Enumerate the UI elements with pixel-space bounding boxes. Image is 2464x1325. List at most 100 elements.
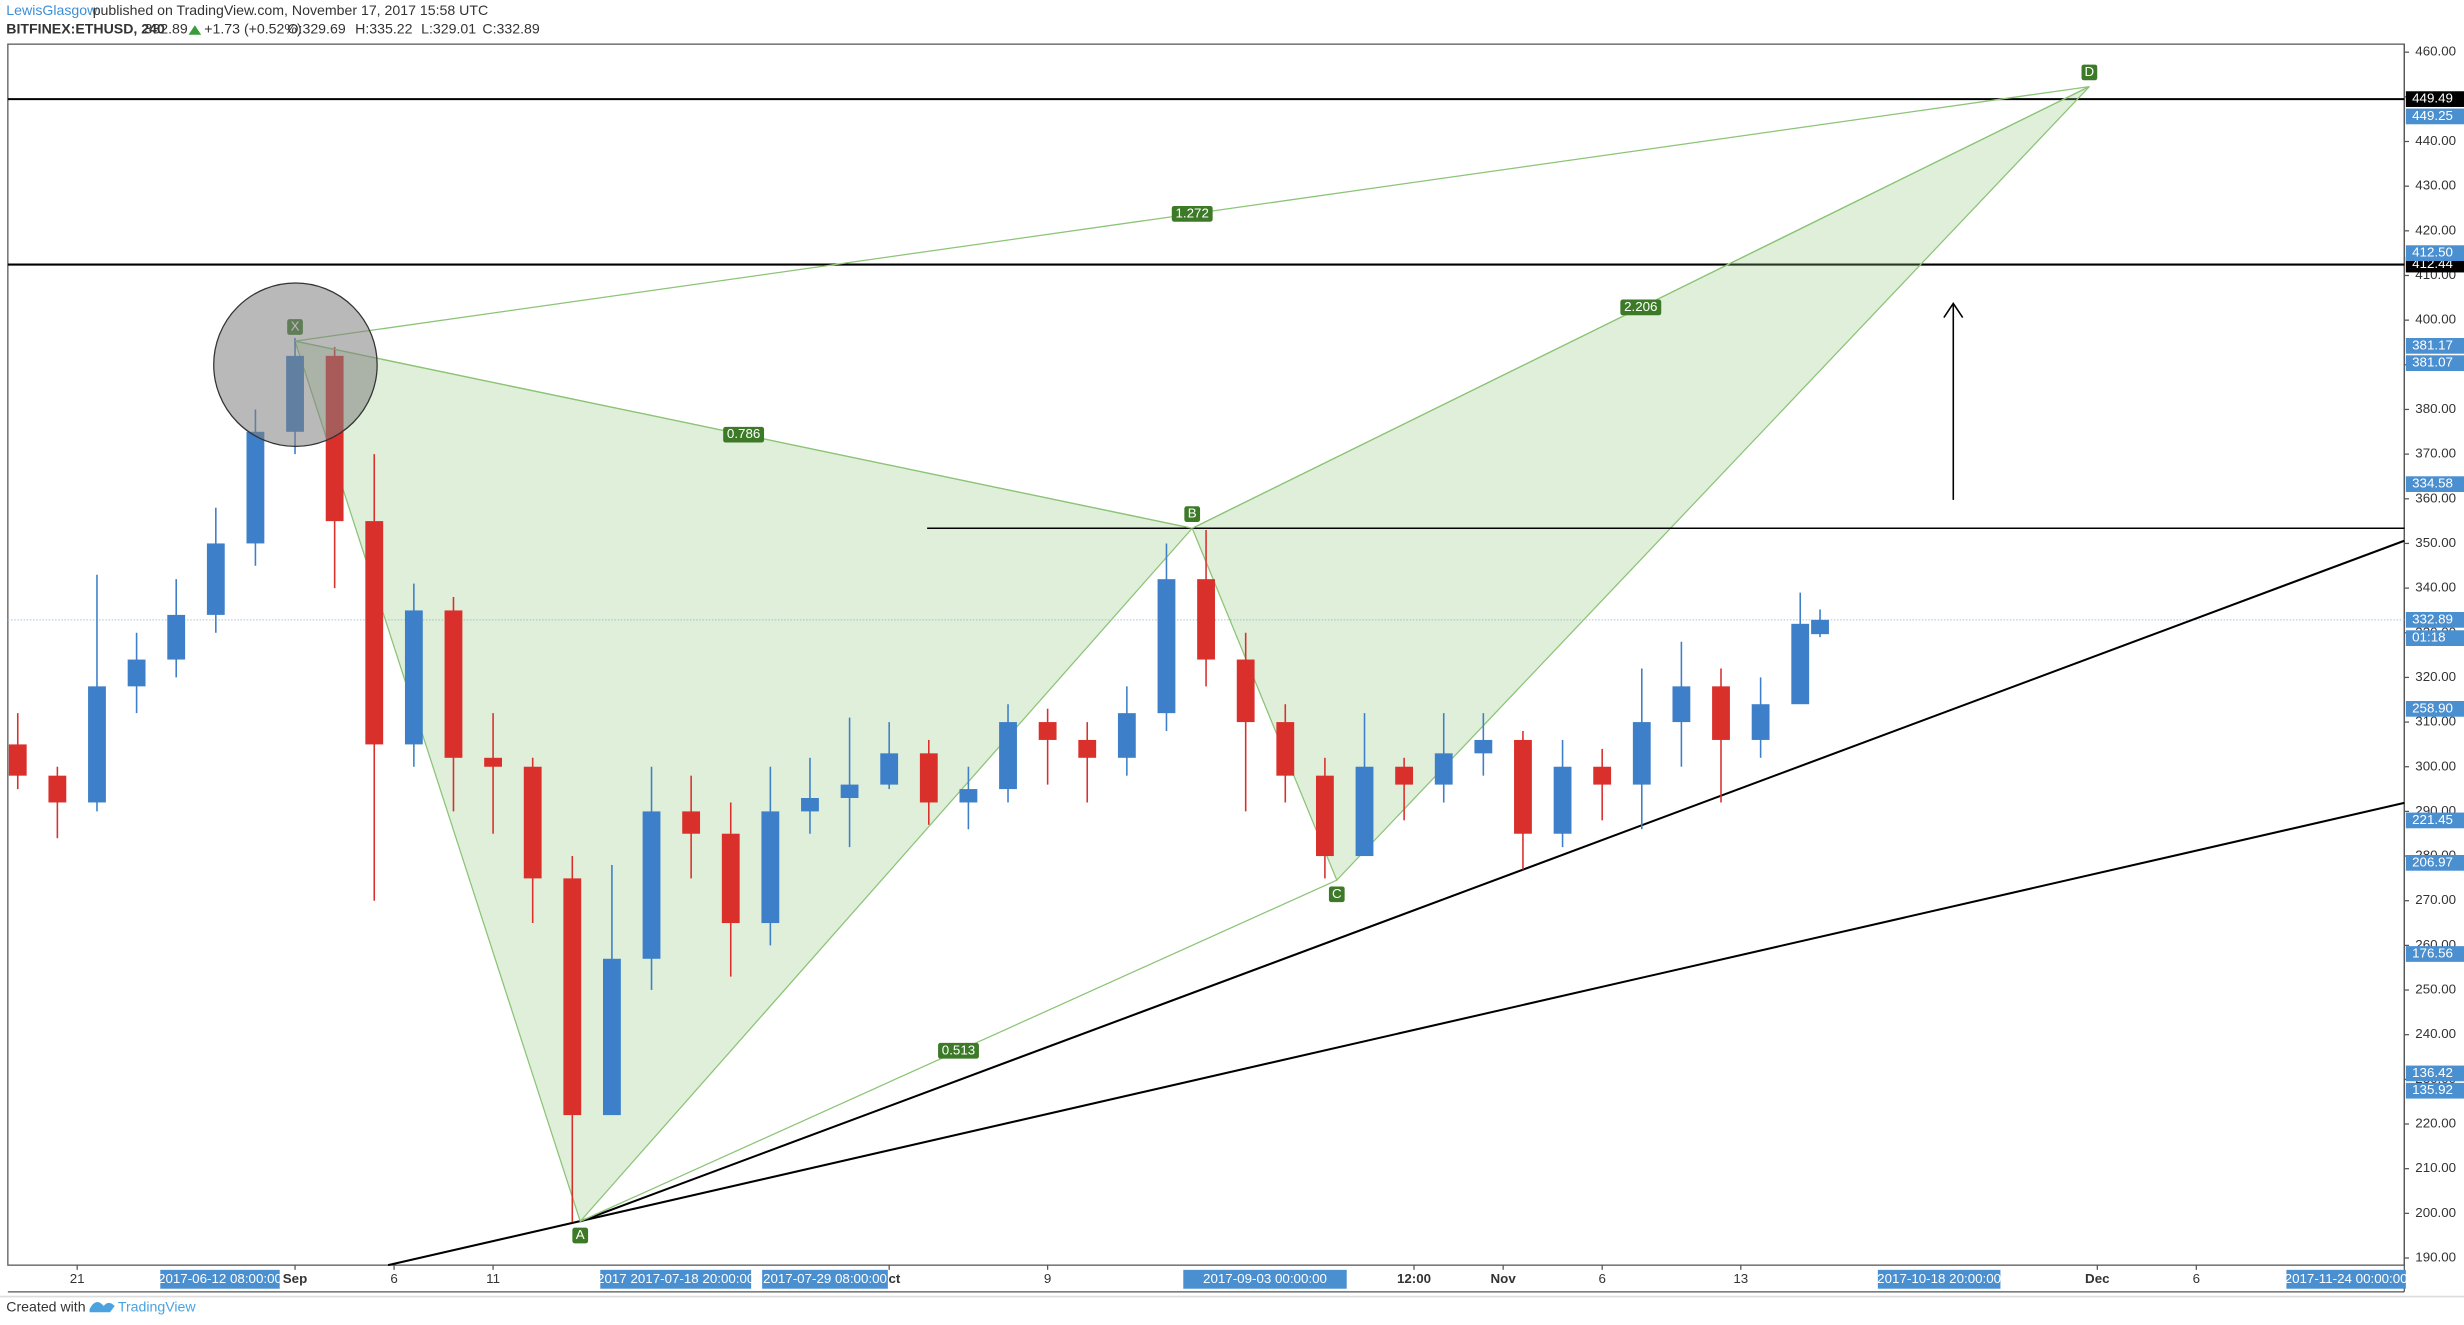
point-label: B <box>1188 506 1197 521</box>
y-tick-label: 360.00 <box>2415 490 2456 505</box>
label-text: 412.50 <box>2412 245 2453 260</box>
y-tick-label: 310.00 <box>2415 714 2456 729</box>
candle-body <box>167 614 186 660</box>
label-box <box>2405 355 2464 371</box>
y-tick-label: 420.00 <box>2415 222 2456 237</box>
y-tick-label: 190.00 <box>2415 1250 2456 1265</box>
y-tick-label: 220.00 <box>2415 1116 2456 1131</box>
point-box <box>1328 886 1345 903</box>
label-box <box>2405 245 2464 261</box>
label-text: 01:18 <box>2412 630 2445 645</box>
label-box <box>2405 611 2464 628</box>
label-box <box>2405 812 2464 829</box>
ratio-box <box>1620 299 1662 316</box>
candle-body <box>1632 722 1651 785</box>
date-label: 2017 2017-07-18 20:00:00 <box>597 1271 754 1286</box>
candle-body <box>1811 619 1829 635</box>
date-label: 2017-11-24 00:00:00 <box>2285 1271 2408 1286</box>
candle-body <box>959 789 978 803</box>
candle-body <box>1434 753 1453 785</box>
candle-body <box>1157 579 1176 714</box>
trendline <box>387 801 2405 1267</box>
y-tick-label: 440.00 <box>2415 133 2456 148</box>
ratio-label: 2.206 <box>1624 299 1657 314</box>
x-tick-label: Nov <box>1491 1271 1517 1286</box>
date-label: 2017-06-12 08:00:00 <box>158 1271 282 1286</box>
label-text: 334.58 <box>2412 476 2453 491</box>
x-tick-label: 9 <box>1044 1271 1051 1286</box>
change: +1.73 (+0.52%) <box>204 21 301 37</box>
candle-body <box>919 753 938 803</box>
logo[interactable] <box>89 1301 115 1313</box>
label-box <box>2405 476 2464 492</box>
x-tick-label: 13 <box>1733 1271 1748 1286</box>
close: C:332.89 <box>482 21 539 37</box>
author[interactable]: LewisGlasgow <box>6 2 98 18</box>
label-text: 381.07 <box>2412 355 2453 370</box>
y-tick-label: 350.00 <box>2415 535 2456 550</box>
candle-body <box>484 757 502 767</box>
label-box <box>2405 1082 2464 1099</box>
candle-body <box>1791 623 1810 705</box>
candle-body <box>999 722 1017 790</box>
candle-body <box>563 878 582 1116</box>
trendline <box>579 539 2405 1223</box>
y-tick-label: 250.00 <box>2415 982 2456 997</box>
up-arrow-annotation <box>1943 302 1964 500</box>
candle-body <box>206 543 225 615</box>
created-with: Created with <box>6 1298 85 1314</box>
date-box <box>160 1269 280 1289</box>
candle-body <box>1078 739 1097 758</box>
label-text: 449.25 <box>2412 108 2453 123</box>
label-text: 449.49 <box>2412 91 2453 106</box>
candle-body <box>761 811 780 924</box>
candle-body <box>1038 722 1057 740</box>
candle-body <box>1117 713 1136 758</box>
candle-body <box>682 811 701 834</box>
candle-body <box>1395 766 1414 785</box>
x-tick-label: 6 <box>1598 1271 1605 1286</box>
ratio-box <box>938 1042 979 1059</box>
ratio-box <box>1171 205 1213 222</box>
y-tick-label: 400.00 <box>2415 312 2456 327</box>
point-box <box>1184 506 1201 522</box>
candle-body <box>444 610 463 758</box>
symbol: BITFINEX:ETHUSD, 240 <box>6 21 165 37</box>
label-text: 136.42 <box>2412 1065 2453 1080</box>
label-box <box>2405 946 2464 962</box>
candle-body <box>642 811 661 959</box>
date-box <box>762 1269 888 1289</box>
candle-body <box>246 431 265 544</box>
candle-body <box>1751 704 1770 740</box>
label-text: 221.45 <box>2412 812 2453 827</box>
candle-body <box>1712 686 1730 740</box>
x-tick-label: 6 <box>390 1271 397 1286</box>
y-tick-label: 340.00 <box>2415 580 2456 595</box>
label-box <box>2405 855 2464 871</box>
date-box <box>1183 1269 1347 1289</box>
up-arrow <box>188 25 202 35</box>
candle-body <box>127 659 146 687</box>
x-tick-label: 12:00 <box>1397 1271 1431 1286</box>
y-tick-label: 270.00 <box>2415 892 2456 907</box>
candle-body <box>523 766 542 879</box>
candle-body <box>404 610 423 745</box>
y-tick-label: 380.00 <box>2415 401 2456 416</box>
ratio-box <box>723 426 765 443</box>
date-label: 2017-07-29 08:00:00 <box>763 1271 887 1286</box>
brand[interactable]: TradingView <box>118 1298 197 1314</box>
ratio-label: 1.272 <box>1176 205 1209 220</box>
candle-body <box>1236 659 1255 723</box>
candle-body <box>365 521 384 745</box>
date-box <box>2286 1269 2406 1289</box>
label-text: 206.97 <box>2412 854 2453 869</box>
y-tick-label: 460.00 <box>2415 44 2456 59</box>
candle-body <box>1315 775 1334 857</box>
point-label: A <box>576 1227 585 1242</box>
open: O:329.69 <box>288 21 346 37</box>
date-box <box>600 1269 752 1289</box>
ratio-label: 0.513 <box>942 1042 975 1057</box>
label-text: 258.90 <box>2412 700 2453 715</box>
